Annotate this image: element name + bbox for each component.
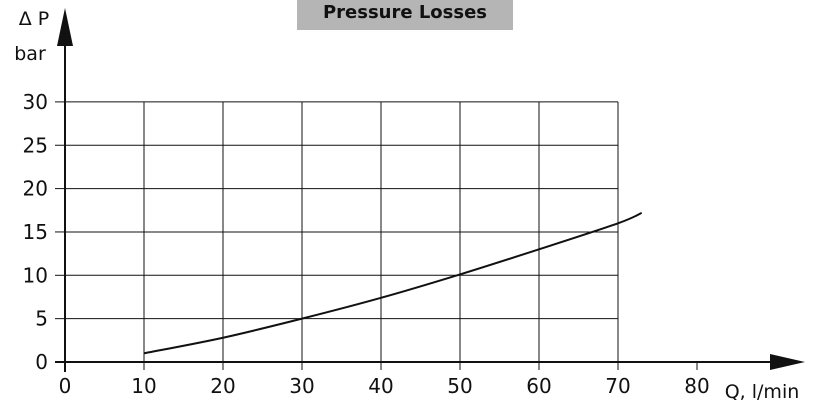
- x-tick-label-40: 40: [368, 374, 393, 398]
- y-tick-label-25: 25: [23, 133, 48, 157]
- x-tick-label-80: 80: [684, 374, 709, 398]
- x-tick-label-70: 70: [605, 374, 630, 398]
- y-tick-label-30: 30: [23, 90, 48, 114]
- data-series: [143, 211, 643, 355]
- y-tick-label-0: 0: [35, 350, 48, 374]
- y-axis-unit: bar: [14, 43, 46, 65]
- x-axis-arrow: [770, 354, 805, 370]
- x-tick-label-0: 0: [59, 374, 72, 398]
- pressure-loss-curve-0: [143, 211, 643, 355]
- x-tick-label-60: 60: [526, 374, 551, 398]
- x-tick-label-50: 50: [447, 374, 472, 398]
- y-tick-label-10: 10: [23, 263, 48, 287]
- chart-title-background: [297, 0, 513, 30]
- x-tick-label-10: 10: [131, 374, 156, 398]
- tick-labels: 0 10 20 30 40 50 60 70 80 0 5 10 15 20 25 30: [23, 90, 710, 398]
- chart-title: Pressure Losses: [323, 2, 487, 23]
- y-tick-label-15: 15: [23, 220, 48, 244]
- y-tick-label-5: 5: [35, 307, 48, 331]
- x-tick-label-20: 20: [210, 374, 235, 398]
- x-tick-label-30: 30: [289, 374, 314, 398]
- y-axis-arrow: [57, 8, 73, 46]
- y-axis-symbol: Δ P: [19, 8, 50, 30]
- y-tick-label-20: 20: [23, 177, 48, 201]
- axes: [55, 8, 805, 372]
- x-axis-title: Q, l/min: [725, 381, 800, 400]
